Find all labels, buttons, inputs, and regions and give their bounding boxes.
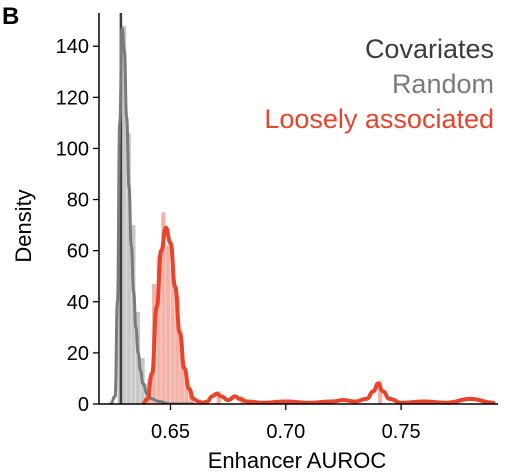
legend-entry-random: Random — [392, 69, 494, 99]
hist-bar-loosely-associated-3 — [161, 212, 166, 404]
hist-bar-loosely-associated-12 — [378, 381, 383, 404]
legend-entry-covariates: Covariates — [365, 34, 494, 64]
y-tick-label-100: 100 — [56, 138, 89, 160]
hist-bar-loosely-associated-4 — [165, 245, 171, 404]
y-tick-label-40: 40 — [67, 292, 89, 314]
y-tick-label-140: 140 — [56, 36, 89, 58]
plot-content — [109, 13, 496, 404]
kde-random — [109, 26, 196, 404]
x-axis-label: Enhancer AUROC — [208, 448, 387, 473]
y-tick-label-80: 80 — [67, 190, 89, 212]
hist-bar-loosely-associated-8 — [184, 373, 189, 404]
hist-bar-random-0 — [117, 168, 122, 404]
hist-bar-random-2 — [126, 133, 131, 404]
hist-bar-loosely-associated-7 — [179, 342, 184, 404]
legend-entry-loosely-associated: Loosely associated — [264, 104, 494, 134]
kde-loosely-associated — [140, 225, 496, 404]
hist-bar-random-3 — [131, 225, 136, 404]
axes: 0 20 40 60 80 100 120 140 0.65 0.70 0.75 — [56, 13, 498, 443]
y-tick-label-60: 60 — [67, 241, 89, 263]
panel-label: B — [2, 3, 19, 30]
legend: Covariates Random Loosely associated — [264, 34, 494, 134]
x-tick-label-1: 0.70 — [266, 421, 305, 443]
hist-bar-loosely-associated-10 — [216, 391, 221, 404]
x-tick-label-2: 0.75 — [382, 421, 421, 443]
plot-area — [109, 13, 496, 404]
y-tick-label-20: 20 — [67, 343, 89, 365]
x-tick-label-0: 0.65 — [151, 421, 190, 443]
hist-bar-loosely-associated-6 — [175, 296, 180, 404]
y-tick-label-120: 120 — [56, 87, 89, 109]
hist-bar-random-1 — [122, 25, 127, 404]
hist-bar-loosely-associated-2 — [156, 255, 161, 404]
hist-bar-loosely-associated-5 — [170, 268, 175, 404]
y-axis-label: Density — [11, 189, 36, 262]
y-tick-label-0: 0 — [78, 394, 89, 416]
